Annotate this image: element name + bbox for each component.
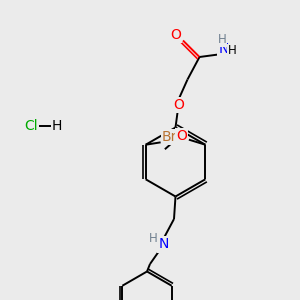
Text: H: H xyxy=(148,232,158,245)
Text: H: H xyxy=(227,44,236,58)
Text: H: H xyxy=(52,119,62,133)
Text: O: O xyxy=(176,129,187,143)
Text: Br: Br xyxy=(162,130,177,144)
Text: Cl: Cl xyxy=(25,119,38,133)
Text: O: O xyxy=(170,28,181,42)
Text: N: N xyxy=(218,42,229,56)
Text: H: H xyxy=(218,33,226,46)
Text: O: O xyxy=(173,98,184,112)
Text: N: N xyxy=(158,238,169,251)
